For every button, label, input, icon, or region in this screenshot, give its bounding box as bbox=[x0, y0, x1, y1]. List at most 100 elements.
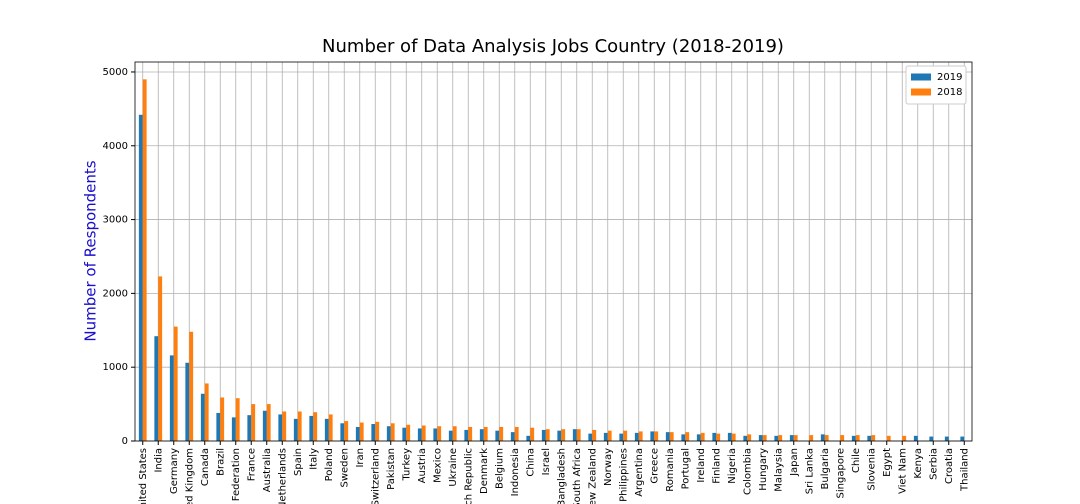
bar bbox=[840, 435, 845, 441]
x-tick-label: Germany bbox=[169, 448, 180, 494]
x-tick-label: Switzerland bbox=[370, 448, 381, 504]
x-tick-label: New Zealand bbox=[587, 448, 598, 504]
legend-label: 2019 bbox=[937, 72, 962, 83]
x-tick-label: Colombia bbox=[742, 448, 753, 495]
bar bbox=[871, 435, 876, 441]
legend-label: 2018 bbox=[937, 87, 962, 98]
bar bbox=[743, 435, 748, 441]
bar bbox=[216, 412, 221, 441]
bar bbox=[576, 429, 581, 441]
bar bbox=[855, 435, 860, 441]
bar bbox=[913, 435, 918, 441]
bar bbox=[886, 435, 891, 441]
bar bbox=[355, 426, 360, 441]
bar bbox=[623, 430, 628, 441]
bar bbox=[247, 415, 252, 441]
y-tick-label: 3000 bbox=[103, 215, 128, 226]
legend-swatch bbox=[911, 73, 931, 81]
x-tick-label: Turkey bbox=[401, 448, 412, 482]
bar bbox=[758, 435, 763, 441]
bar bbox=[867, 435, 872, 441]
bar bbox=[185, 362, 190, 441]
bar bbox=[607, 430, 612, 441]
y-axis-label: Number of Respondents bbox=[82, 160, 100, 341]
bar bbox=[681, 434, 686, 441]
x-tick-label: India bbox=[153, 448, 164, 473]
x-tick-label: Ukraine bbox=[448, 448, 459, 487]
bar bbox=[944, 436, 949, 441]
bar bbox=[324, 418, 329, 441]
bar bbox=[421, 425, 426, 441]
bar bbox=[189, 331, 194, 441]
bar bbox=[390, 423, 395, 441]
bar bbox=[561, 429, 566, 441]
bar bbox=[309, 415, 314, 441]
x-tick-label: Sri Lanka bbox=[804, 448, 815, 494]
y-tick-label: 4000 bbox=[103, 141, 128, 152]
bar bbox=[344, 421, 349, 441]
x-tick-label: Italy bbox=[308, 448, 319, 470]
bar bbox=[464, 429, 469, 441]
bar bbox=[541, 429, 546, 441]
bar bbox=[592, 429, 597, 441]
y-tick-label: 2000 bbox=[103, 288, 128, 299]
bar bbox=[530, 427, 535, 441]
x-tick-label: Mexico bbox=[432, 448, 443, 483]
x-tick-label: Pakistan bbox=[386, 448, 397, 490]
bar bbox=[510, 432, 515, 441]
bar bbox=[696, 434, 701, 441]
x-tick-label: France bbox=[246, 448, 257, 481]
bar bbox=[716, 433, 721, 441]
x-tick-label: Serbia bbox=[928, 448, 939, 480]
bar bbox=[231, 417, 236, 441]
bar bbox=[448, 430, 453, 441]
x-tick-label: China bbox=[525, 448, 536, 477]
x-tick-label: Austria bbox=[417, 448, 428, 483]
bar bbox=[685, 432, 690, 441]
plot-frame bbox=[134, 61, 973, 442]
bar bbox=[297, 411, 302, 441]
y-tick-label: 5000 bbox=[103, 67, 128, 78]
bar bbox=[495, 430, 500, 441]
bar bbox=[731, 433, 736, 441]
bar bbox=[479, 429, 484, 441]
x-tick-label: United States bbox=[138, 448, 149, 504]
bar bbox=[266, 404, 271, 441]
x-tick-label: Sweden bbox=[339, 448, 350, 488]
bar bbox=[386, 426, 391, 441]
bar bbox=[371, 424, 376, 441]
bar bbox=[774, 435, 779, 441]
bar bbox=[700, 432, 705, 441]
x-tick-label: Nigeria bbox=[727, 448, 738, 484]
chart-title: Number of Data Analysis Jobs Country (20… bbox=[322, 36, 784, 57]
x-tick-label: South Africa bbox=[572, 448, 583, 504]
x-tick-label: Philippines bbox=[618, 448, 629, 502]
bar bbox=[650, 431, 655, 441]
bar bbox=[960, 436, 965, 441]
bar bbox=[588, 433, 593, 441]
bar bbox=[727, 432, 732, 441]
bar bbox=[902, 435, 907, 441]
bar bbox=[572, 429, 577, 441]
x-tick-label: Croatia bbox=[944, 448, 955, 484]
legend-swatch bbox=[911, 88, 931, 96]
bar bbox=[778, 435, 783, 441]
bar bbox=[824, 435, 829, 441]
bar bbox=[262, 410, 267, 441]
bar bbox=[340, 423, 345, 441]
x-tick-label: United Kingdom bbox=[184, 448, 195, 504]
x-tick-label: Japan bbox=[789, 448, 800, 477]
bar bbox=[634, 432, 639, 441]
bar bbox=[293, 418, 298, 441]
bar bbox=[452, 426, 457, 441]
bar bbox=[712, 432, 717, 441]
bar bbox=[142, 79, 147, 441]
x-tick-label: Israel bbox=[541, 448, 552, 475]
bar bbox=[251, 404, 256, 441]
bar bbox=[235, 398, 240, 441]
bar bbox=[619, 433, 624, 441]
x-tick-label: Slovenia bbox=[866, 448, 877, 491]
x-tick-label: Norway bbox=[603, 448, 614, 486]
bar bbox=[762, 435, 767, 441]
